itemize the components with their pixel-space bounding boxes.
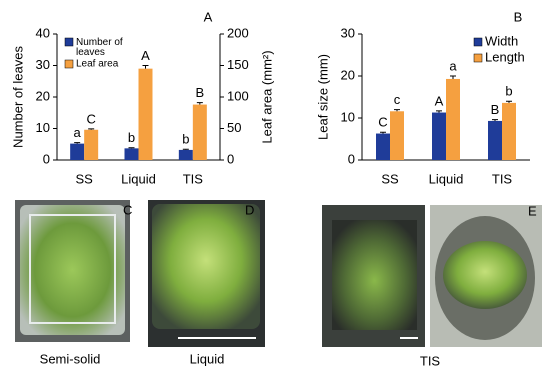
photo-caption: Semi-solid [40, 351, 101, 366]
y-axis-title: Number of leaves [10, 46, 25, 148]
bar [390, 111, 404, 160]
error-bar [506, 100, 512, 103]
y-tick-label: 20 [36, 88, 50, 103]
panel-letter: E [528, 203, 537, 218]
y-tick-label: 30 [341, 25, 355, 40]
error-bar [436, 110, 442, 113]
legend-swatch [64, 37, 74, 47]
legend-label: Width [485, 33, 518, 48]
bar [84, 129, 99, 160]
bar [502, 102, 516, 160]
y-tick-label: 20 [341, 67, 355, 82]
y2-tick-label: 150 [227, 57, 249, 72]
x-tick-label: TIS [183, 171, 204, 186]
significance-letter: C [378, 115, 387, 130]
panel-letter: B [514, 9, 523, 24]
significance-letter: c [394, 92, 401, 107]
error-bar [142, 65, 149, 69]
significance-letter: A [435, 93, 444, 108]
bar [178, 149, 193, 160]
error-bar [450, 75, 456, 79]
error-bar [182, 148, 189, 150]
bar [124, 148, 139, 160]
bar [446, 78, 460, 160]
legend-label: Leaf area [76, 59, 119, 70]
error-bar [394, 109, 400, 112]
bar [488, 120, 502, 160]
significance-letter: A [141, 48, 150, 63]
significance-letter: B [195, 85, 204, 100]
error-bar [492, 119, 498, 121]
x-tick-label: SS [381, 171, 399, 186]
x-tick-label: SS [75, 171, 93, 186]
y2-tick-label: 50 [227, 120, 241, 135]
error-bar [88, 128, 95, 130]
y2-tick-label: 200 [227, 25, 249, 40]
significance-letter: a [449, 58, 457, 73]
y2-tick-label: 100 [227, 88, 249, 103]
legend-swatch [64, 59, 74, 69]
significance-letter: b [182, 132, 189, 147]
panel-letter: C [123, 202, 132, 217]
bar [432, 112, 446, 160]
y-tick-label: 40 [36, 25, 50, 40]
y-axis-title: Leaf size (mm) [315, 54, 330, 140]
significance-letter: a [74, 125, 82, 140]
photo-c [15, 200, 130, 342]
y-tick-label: 0 [43, 151, 50, 166]
y-tick-label: 10 [36, 120, 50, 135]
x-tick-label: Liquid [429, 171, 464, 186]
y-tick-label: 30 [36, 57, 50, 72]
error-bar [196, 102, 203, 105]
bar [138, 68, 153, 160]
y2-axis-title: Leaf area (mm²) [259, 50, 274, 143]
bar [376, 133, 390, 160]
photo-d [148, 200, 265, 347]
y2-tick-label: 0 [227, 151, 234, 166]
panel-letter: A [204, 9, 213, 24]
x-tick-label: TIS [492, 171, 513, 186]
legend-label: Length [485, 49, 525, 64]
error-bar [380, 131, 386, 134]
y-tick-label: 0 [348, 151, 355, 166]
panel-letter: D [245, 202, 254, 217]
legend-swatch [473, 37, 483, 47]
legend-label: Number of leaves [76, 37, 123, 58]
photo-e [322, 205, 542, 347]
photo-caption: TIS [420, 353, 441, 368]
bar [70, 143, 85, 160]
y-tick-label: 10 [341, 109, 355, 124]
bar [192, 104, 207, 160]
x-tick-label: Liquid [121, 171, 156, 186]
error-bar [74, 142, 81, 144]
error-bar [128, 147, 135, 149]
significance-letter: b [128, 130, 135, 145]
legend-swatch [473, 53, 483, 63]
significance-letter: B [491, 102, 500, 117]
significance-letter: C [86, 111, 95, 126]
photo-caption: Liquid [190, 351, 225, 366]
significance-letter: b [505, 84, 512, 99]
